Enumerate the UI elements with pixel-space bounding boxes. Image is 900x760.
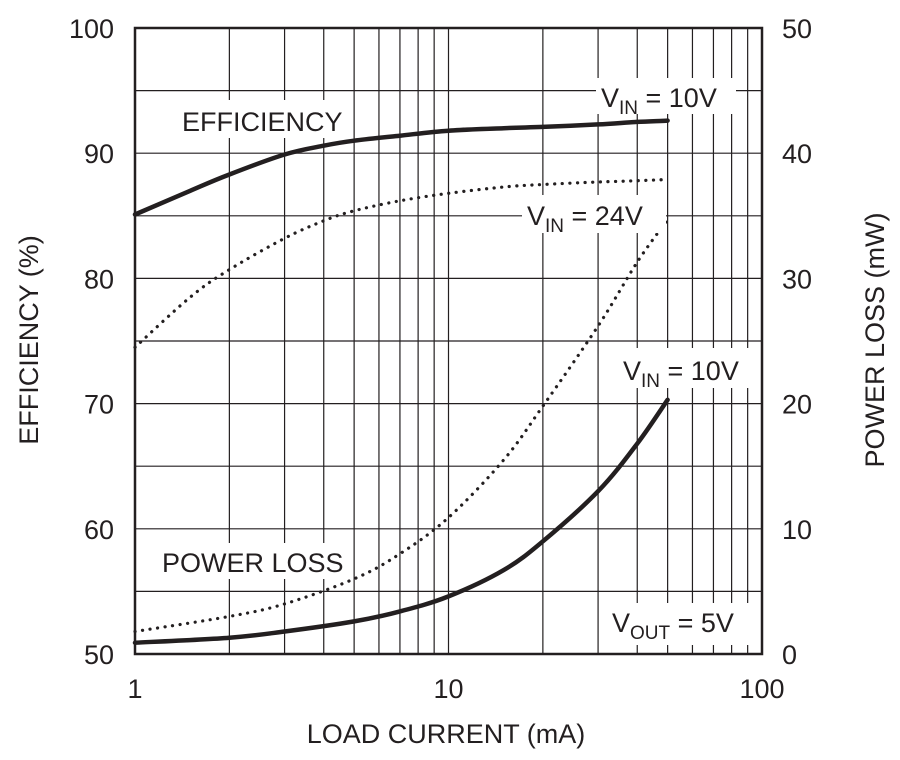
y-left-tick-label: 70 (84, 390, 114, 420)
vin-24v-efficiency-label: VIN = 24V (527, 201, 643, 237)
left-axis-label: EFFICIENCY (%) (14, 235, 44, 445)
y-right-tick-label: 30 (782, 264, 812, 294)
vout-5v-label: VOUT = 5V (612, 608, 734, 644)
y-right-tick-label: 10 (782, 515, 812, 545)
x-tick-label: 10 (433, 674, 463, 704)
x-axis-label: LOAD CURRENT (mA) (307, 719, 586, 749)
y-left-tick-label: 80 (84, 264, 114, 294)
label-bg (608, 603, 756, 645)
power-loss-vin-24v-line (133, 218, 670, 634)
efficiency-vin-24v-line (133, 177, 670, 349)
grid (135, 28, 762, 654)
efficiency-vin-10v-line (132, 118, 670, 217)
y-left-tick-label: 100 (69, 14, 114, 44)
y-right-tick-label: 40 (782, 139, 812, 169)
label-bg (596, 78, 736, 114)
y-left-tick-label: 60 (84, 515, 114, 545)
tick-labels: 1 10 100 50 60 70 80 90 100 0 10 20 30 40 50 (69, 14, 812, 704)
x-tick-label: 100 (739, 674, 784, 704)
vin-10v-efficiency-label: VIN = 10V (601, 83, 717, 119)
label-bg (522, 195, 666, 233)
vin-10v-power-loss-label: VIN = 10V (623, 356, 739, 392)
plot-frame (133, 26, 764, 656)
efficiency-annotation: EFFICIENCY (182, 107, 343, 137)
label-bg (158, 543, 348, 579)
series-group (132, 118, 670, 645)
y-right-tick-label: 20 (782, 390, 812, 420)
y-left-tick-label: 50 (84, 640, 114, 670)
power-loss-vin-10v-line (132, 397, 670, 645)
label-bg (618, 348, 758, 388)
label-bg (178, 100, 344, 138)
y-right-tick-label: 50 (782, 14, 812, 44)
y-right-tick-label: 0 (782, 640, 797, 670)
power-loss-annotation: POWER LOSS (162, 548, 344, 578)
x-tick-label: 1 (127, 674, 142, 704)
right-axis-label: POWER LOSS (mW) (860, 213, 890, 468)
y-left-tick-label: 90 (84, 139, 114, 169)
